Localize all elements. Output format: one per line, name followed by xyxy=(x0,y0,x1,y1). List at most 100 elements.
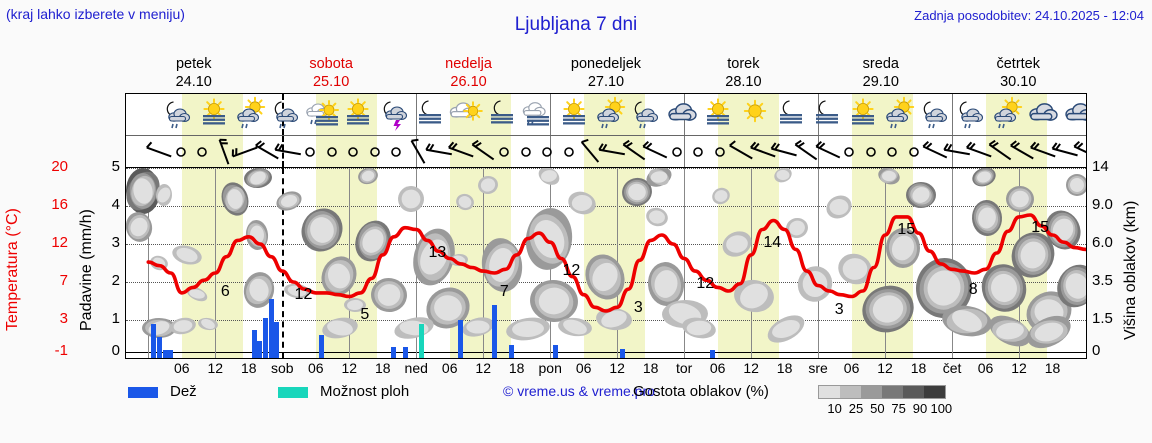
cloud-height-axis-title: Višina oblakov (km) xyxy=(1122,200,1139,340)
wind-barb-icon xyxy=(401,136,435,167)
time-tick: 12 xyxy=(609,360,625,376)
weather-icon-sun-fog xyxy=(197,96,231,134)
rain-legend-swatch xyxy=(128,387,158,398)
wind-barb-calm-icon xyxy=(185,136,219,167)
legend: Dež Možnost ploh © vreme.us & vreme.pro … xyxy=(128,383,1148,425)
time-tick: pon xyxy=(538,360,562,376)
temperature-tick: 7 xyxy=(59,272,68,289)
cloud-tick: 3.5 xyxy=(1092,272,1113,289)
day-date: 25.10 xyxy=(312,74,350,90)
cloud-density-tick: 25 xyxy=(848,401,864,416)
vertical-gridline xyxy=(215,168,217,358)
temperature-value-label: 8 xyxy=(968,281,978,299)
precipitation-bar xyxy=(553,344,559,358)
time-tick: 18 xyxy=(374,360,391,376)
time-tick: 06 xyxy=(307,360,324,376)
weather-icon-sun-cloud xyxy=(882,96,916,134)
precipitation-bar xyxy=(263,318,269,358)
time-tick: 06 xyxy=(977,360,994,376)
wind-barb-icon xyxy=(1026,136,1060,167)
time-tick: 18 xyxy=(776,360,793,376)
wind-barb-icon xyxy=(1048,136,1082,167)
time-tick: 12 xyxy=(341,360,358,376)
wind-barb-icon xyxy=(638,136,672,167)
cloud-density-tick: 10 xyxy=(827,401,842,416)
precip-tick: 5 xyxy=(111,158,120,175)
weather-icon-sun-fog xyxy=(701,96,735,134)
wind-barb-icon xyxy=(228,136,262,167)
wind-barb-row xyxy=(126,136,1086,168)
temperature-value-label: 12 xyxy=(294,286,313,303)
cloud-density-tick: 100 xyxy=(930,401,953,416)
temperature-value-label: 12 xyxy=(696,275,715,293)
precipitation-bar xyxy=(508,344,514,358)
day-name: ponedeljek xyxy=(570,56,642,72)
day-header-nedelja: nedelja 26.10 xyxy=(400,55,537,93)
wind-barb-icon xyxy=(789,136,823,167)
precipitation-bar xyxy=(620,348,626,358)
day-header-četrtek: četrtek 30.10 xyxy=(950,55,1087,93)
wind-barb-icon xyxy=(250,136,284,167)
temperature-value-label: 14 xyxy=(763,233,782,251)
weather-icon-sun-cloud xyxy=(990,96,1024,134)
wind-barb-calm-icon xyxy=(358,136,392,167)
wind-barb-calm-icon xyxy=(660,136,694,167)
wind-barb-icon xyxy=(142,136,176,167)
temperature-value-label: 12 xyxy=(562,262,581,280)
wind-barb-icon xyxy=(767,136,801,167)
day-name: sobota xyxy=(309,56,353,72)
precipitation-bar xyxy=(318,335,324,358)
wind-barb-icon xyxy=(422,136,456,167)
cloud-density-tick: 90 xyxy=(912,401,928,416)
day-date: 30.10 xyxy=(1000,74,1037,90)
daylight-band xyxy=(315,136,378,167)
wind-barb-icon xyxy=(1005,136,1039,167)
temperature-curve xyxy=(146,213,1086,313)
day-separator xyxy=(684,136,686,167)
wind-barb-icon xyxy=(1069,136,1086,167)
precipitation-bar xyxy=(268,299,274,358)
wind-barb-calm-icon xyxy=(832,136,866,167)
cloud-density-raster xyxy=(126,168,1086,349)
vertical-gridline xyxy=(885,168,887,358)
wind-barb-calm-icon xyxy=(315,136,349,167)
precipitation-bar xyxy=(257,340,263,358)
cloud-tick: 1.5 xyxy=(1092,310,1113,327)
time-tick: sob xyxy=(270,360,294,376)
precipitation-bar xyxy=(251,329,257,358)
wind-barb-icon xyxy=(724,136,758,167)
copyright-link[interactable]: © vreme.us & vreme.pro xyxy=(503,383,655,399)
wind-barb-icon xyxy=(466,136,500,167)
weather-icon-sun-fog xyxy=(557,96,591,134)
daylight-band xyxy=(717,136,780,167)
cloud-tick: 9.0 xyxy=(1092,196,1113,213)
wind-barb-calm-icon xyxy=(552,136,586,167)
time-tick: ned xyxy=(404,360,428,376)
temperature-tick: 12 xyxy=(51,234,68,251)
meteogram-plot[interactable]: 6125137123121431581511 xyxy=(126,168,1086,358)
precipitation-bar xyxy=(491,304,497,358)
wind-barb-calm-icon xyxy=(293,136,327,167)
precipitation-bar xyxy=(151,323,157,358)
cloud-density-tick: 75 xyxy=(891,401,906,416)
time-tick: 12 xyxy=(743,360,759,376)
precipitation-bar xyxy=(168,350,174,358)
cloud-tick: 14 xyxy=(1092,158,1109,175)
day-header-torek: torek 28.10 xyxy=(675,55,812,93)
day-header-sreda: sreda 29.10 xyxy=(812,55,949,93)
wind-barb-calm-icon xyxy=(897,136,931,167)
showers-legend-swatch xyxy=(278,387,308,398)
weather-icon-sun-fog xyxy=(846,96,880,134)
weather-icon-moon-cloud xyxy=(161,96,195,134)
cloud-density-legend-label: Gostota oblakov (%) xyxy=(633,383,769,400)
day-name: sreda xyxy=(862,56,899,72)
weather-icon-cloud xyxy=(1062,96,1086,134)
weather-icon-moon-fog xyxy=(774,96,808,134)
cloud-density-swatch xyxy=(924,386,945,398)
day-header-sobota: sobota 25.10 xyxy=(262,55,399,93)
day-header-row: petek 24.10 sobota 25.10 nedelja 26.10 ponedel… xyxy=(125,55,1087,93)
weather-icon-sun-cloud xyxy=(593,96,627,134)
location-hint: (kraj lahko izberete v meniju) xyxy=(6,6,185,22)
precip-tick: 4 xyxy=(111,196,120,213)
cloud-tick: 0 xyxy=(1092,342,1101,359)
